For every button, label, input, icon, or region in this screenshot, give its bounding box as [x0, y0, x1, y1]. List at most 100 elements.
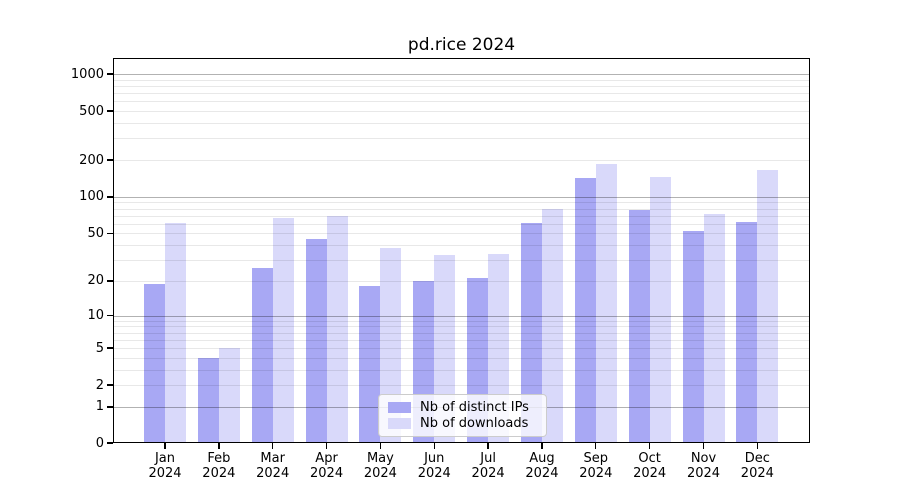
y-tick-1: [107, 406, 113, 408]
legend-swatch-downloads: [388, 417, 411, 429]
gridline-y-200: [114, 160, 809, 162]
x-tick-label-jul: Jul 2024: [471, 451, 505, 481]
gridline-y-90: [114, 202, 809, 204]
bar-dec-downloads: [757, 170, 779, 443]
bar-nov-distinct-ips: [682, 231, 704, 443]
gridline-y-40: [114, 245, 809, 247]
gridline-y-60: [114, 223, 809, 225]
y-tick-10: [107, 314, 113, 317]
bar-apr-downloads: [326, 215, 348, 443]
x-tick-oct: [648, 443, 651, 449]
bar-mar-downloads: [272, 218, 294, 443]
legend: Nb of distinct IPs Nb of downloads: [378, 394, 547, 437]
legend-label-downloads: Nb of downloads: [420, 415, 529, 431]
gridline-y-30: [114, 260, 809, 262]
x-tick-sep: [595, 443, 597, 449]
x-tick-label-apr: Apr 2024: [310, 451, 344, 481]
gridline-y-300: [114, 138, 809, 140]
x-tick-may: [379, 443, 382, 449]
x-tick-label-aug: Aug 2024: [525, 451, 559, 481]
gridline-y-7: [114, 332, 809, 334]
legend-label-distinct-ips: Nb of distinct IPs: [420, 400, 529, 416]
x-tick-label-jun: Jun 2024: [417, 451, 451, 481]
gridline-y-4: [114, 357, 809, 359]
gridline-y-9: [114, 320, 809, 322]
x-tick-label-nov: Nov 2024: [686, 451, 721, 481]
x-tick-mar: [272, 443, 274, 449]
plot-border: [113, 58, 810, 443]
y-tick-label-5: 5: [95, 340, 104, 356]
gridline-y-6: [114, 339, 809, 341]
bar-nov-downloads: [703, 213, 725, 443]
bar-mar-distinct-ips: [251, 267, 273, 443]
x-tick-apr: [325, 443, 328, 449]
x-tick-label-mar: Mar 2024: [256, 451, 290, 481]
gridline-y-600: [114, 101, 809, 103]
legend-item-downloads: Nb of downloads: [388, 416, 537, 432]
gridline-y-1000: [114, 74, 809, 76]
gridline-y-70: [114, 215, 809, 217]
gridline-y-2: [114, 385, 809, 387]
y-tick-200: [107, 159, 113, 161]
y-tick-label-500: 500: [79, 103, 104, 119]
bar-jan-downloads: [165, 222, 186, 443]
gridline-y-5: [114, 348, 809, 350]
gridline-y-8: [114, 326, 809, 328]
bar-aug-downloads: [541, 208, 563, 443]
bar-dec-distinct-ips: [736, 222, 758, 443]
gridline-y-10: [114, 315, 809, 317]
x-tick-feb: [218, 443, 220, 449]
chart-title: pd.rice 2024: [407, 35, 516, 55]
x-tick-jul: [487, 443, 489, 449]
y-tick-2: [107, 384, 113, 386]
gridline-y-100: [114, 196, 809, 198]
y-tick-label-2: 2: [95, 377, 104, 393]
bar-may-distinct-ips: [359, 286, 381, 443]
bar-feb-distinct-ips: [197, 357, 219, 443]
bar-jan-distinct-ips: [144, 283, 165, 443]
x-tick-label-may: May 2024: [363, 451, 397, 481]
legend-swatch-distinct-ips: [388, 402, 411, 414]
y-tick-label-100: 100: [79, 189, 104, 205]
y-tick-50: [107, 232, 113, 235]
bar-oct-distinct-ips: [628, 210, 650, 443]
x-tick-label-sep: Sep 2024: [579, 451, 613, 481]
y-tick-1000: [107, 73, 113, 75]
y-tick-5: [107, 347, 113, 349]
x-tick-dec: [756, 443, 759, 449]
gridline-y-80: [114, 208, 809, 210]
y-tick-label-10: 10: [87, 308, 104, 324]
gridline-y-800: [114, 85, 809, 87]
y-tick-500: [107, 110, 113, 112]
y-tick-label-20: 20: [87, 273, 104, 289]
x-tick-label-dec: Dec 2024: [740, 451, 774, 481]
bar-apr-distinct-ips: [305, 238, 327, 443]
x-tick-label-jan: Jan 2024: [148, 451, 182, 481]
gridline-y-900: [114, 79, 809, 81]
x-tick-label-oct: Oct 2024: [633, 451, 667, 481]
gridline-y-50: [114, 233, 809, 235]
legend-item-distinct-ips: Nb of distinct IPs: [388, 400, 537, 416]
y-tick-20: [107, 280, 113, 282]
bar-feb-downloads: [218, 348, 240, 443]
x-tick-jan: [164, 443, 166, 449]
bar-oct-downloads: [649, 177, 671, 443]
gridline-y-500: [114, 111, 809, 113]
y-tick-0: [107, 442, 113, 444]
gridline-y-400: [114, 123, 809, 125]
y-tick-label-50: 50: [87, 225, 104, 241]
gridline-y-700: [114, 93, 809, 95]
bar-aug-distinct-ips: [520, 222, 542, 443]
x-tick-aug: [541, 443, 543, 449]
y-tick-label-1: 1: [95, 399, 104, 415]
bar-sep-distinct-ips: [574, 178, 596, 443]
y-tick-100: [107, 196, 113, 198]
y-tick-label-200: 200: [79, 152, 104, 168]
x-tick-label-feb: Feb 2024: [202, 451, 236, 481]
gridline-y-3: [114, 369, 809, 371]
bar-sep-downloads: [595, 164, 617, 443]
x-tick-nov: [702, 443, 705, 449]
gridline-y-20: [114, 280, 809, 282]
